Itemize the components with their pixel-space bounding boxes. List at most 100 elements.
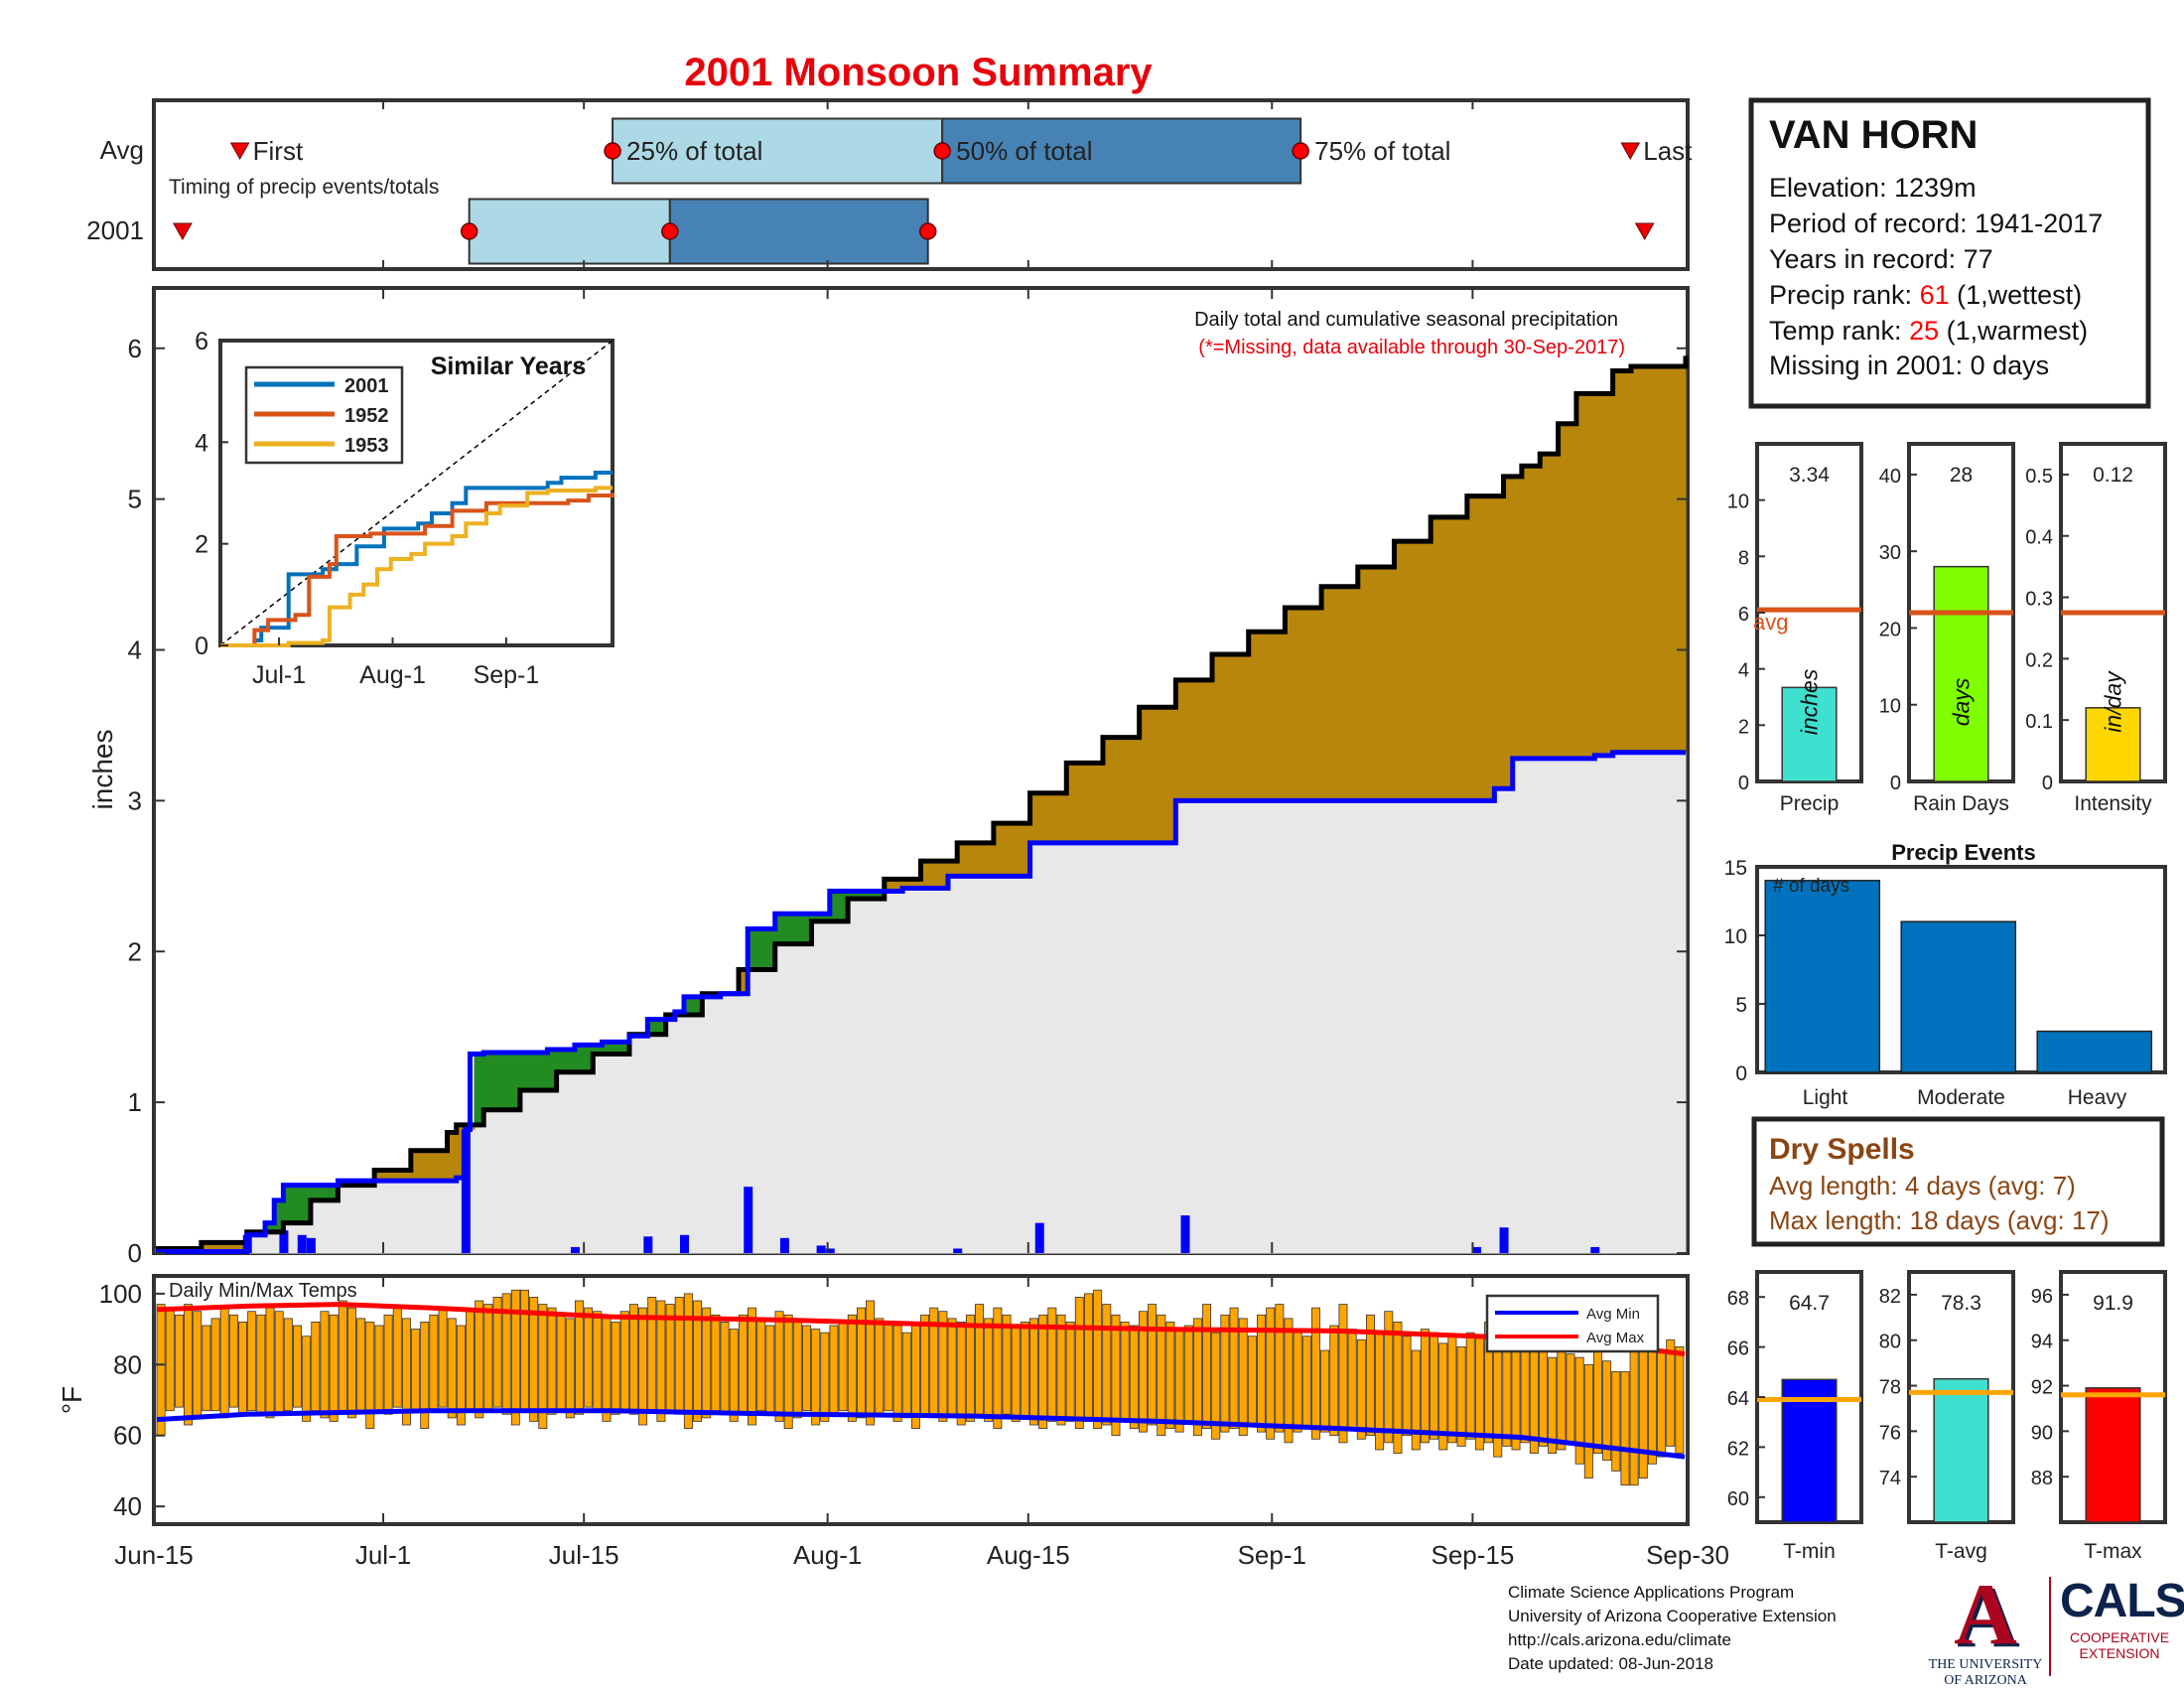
daily-temp-bar xyxy=(1411,1349,1421,1451)
daily-temp-bar xyxy=(1284,1318,1294,1444)
daily-temp-bar xyxy=(1038,1314,1048,1429)
tavg-ytick-label: 74 xyxy=(1879,1468,1901,1489)
rain-days-title: Rain Days xyxy=(1913,792,2009,815)
x-tick-label: Sep-1 xyxy=(1238,1540,1306,1570)
tavg-title: T-avg xyxy=(1935,1540,1987,1563)
daily-temp-bar xyxy=(1329,1325,1339,1437)
daily-temp-bar xyxy=(593,1311,603,1412)
label-first: First xyxy=(253,136,304,166)
daily-precip-bar xyxy=(1590,1246,1600,1253)
daily-temp-bar xyxy=(975,1304,985,1419)
precip-rank-label: Precip rank: xyxy=(1769,280,1920,310)
tmin-ytick-label: 60 xyxy=(1727,1488,1749,1510)
precip-avg-label: avg xyxy=(1753,610,1788,634)
daily-temp-bar xyxy=(228,1314,238,1408)
x-tick-label: Aug-1 xyxy=(793,1540,862,1570)
daily-temp-bar xyxy=(219,1307,229,1419)
daily-temp-bar xyxy=(748,1307,757,1426)
avg-marker-p25 xyxy=(604,142,621,160)
station-info-box xyxy=(1748,97,2151,409)
daily-temp-bar xyxy=(638,1307,648,1426)
cals-line2: EXTENSION xyxy=(2079,1645,2160,1661)
precip-bar xyxy=(1781,686,1838,782)
ua-logo-line1: THE UNIVERSITY xyxy=(1928,1657,2043,1672)
daily-temp-bar xyxy=(1111,1314,1121,1437)
inset-ytick-label: 6 xyxy=(195,328,208,355)
intensity-unit-label: in/day xyxy=(2101,670,2126,733)
daily-temp-bar xyxy=(783,1314,793,1429)
daily-precip-bar xyxy=(1180,1215,1190,1253)
tmax-bar xyxy=(2085,1387,2141,1523)
daily-precip-bar xyxy=(953,1248,963,1253)
daily-temp-bar xyxy=(1174,1329,1184,1433)
daily-temp-bar xyxy=(247,1311,257,1412)
label-50pct: 50% of total xyxy=(956,136,1092,166)
daily-temp-bar xyxy=(1074,1297,1084,1429)
daily-temp-bar xyxy=(856,1307,866,1419)
tmin-ytick-label: 68 xyxy=(1727,1288,1749,1310)
daily-temp-bar xyxy=(920,1314,930,1415)
precip-title: Precip xyxy=(1780,792,1840,815)
precip-ytick-label: 6 xyxy=(1738,604,1749,626)
tmax-ytick-label: 94 xyxy=(2031,1332,2053,1353)
precip-panel-subtitle: (*=Missing, data available through 30-Se… xyxy=(1198,337,1625,358)
daily-temp-bar xyxy=(584,1307,594,1408)
daily-temp-bar xyxy=(1666,1338,1676,1447)
daily-precip-bar xyxy=(1034,1222,1044,1253)
precip-ytick-label: 5 xyxy=(128,485,142,514)
year-marker-p75 xyxy=(918,222,937,240)
daily-temp-bar xyxy=(1275,1304,1285,1433)
daily-temp-bar xyxy=(210,1318,220,1412)
daily-temp-bar xyxy=(1557,1342,1567,1451)
daily-precip-bar xyxy=(1472,1246,1482,1253)
intensity-ytick-label: 0 xyxy=(2042,773,2053,794)
daily-temp-bar xyxy=(420,1322,430,1429)
daily-temp-bar xyxy=(193,1311,203,1419)
rain-days-bar xyxy=(1933,565,1989,782)
daily-temp-bar xyxy=(346,1307,356,1419)
daily-temp-bar xyxy=(1338,1304,1348,1444)
daily-precip-bar xyxy=(779,1237,789,1253)
daily-temp-bar xyxy=(811,1329,821,1426)
daily-temp-bar xyxy=(602,1314,612,1422)
intensity-ytick-label: 0.5 xyxy=(2025,466,2053,488)
year-marker-p25 xyxy=(460,222,478,240)
precip-ytick-label: 2 xyxy=(128,936,142,966)
daily-temp-bar xyxy=(1511,1342,1521,1451)
tmax-ytick-label: 92 xyxy=(2031,1377,2053,1399)
precip-ytick-label: 10 xyxy=(1727,492,1749,513)
daily-temp-bar xyxy=(1438,1342,1448,1451)
daily-temp-bar xyxy=(1083,1293,1093,1422)
inset-legend-label: 2001 xyxy=(344,375,389,397)
inset-series-line-2001 xyxy=(220,471,613,647)
temp-rank-label: Temp rank: xyxy=(1769,316,1909,346)
precip-panel-title: Daily total and cumulative seasonal prec… xyxy=(1194,309,1618,331)
daily-temp-bar xyxy=(320,1311,330,1419)
footer-credits: Climate Science Applications Program Uni… xyxy=(1508,1581,1837,1676)
daily-temp-bar xyxy=(1566,1353,1575,1444)
daily-temp-bar xyxy=(202,1325,211,1412)
tavg-ytick-label: 78 xyxy=(1879,1377,1901,1399)
events-ytick-label: 10 xyxy=(1724,925,1747,948)
inset-reference-line xyxy=(219,340,614,646)
year-triangle-last xyxy=(1634,222,1655,241)
daily-temp-bar xyxy=(311,1322,321,1412)
daily-temp-bar xyxy=(702,1307,712,1419)
daily-temp-bar xyxy=(756,1318,766,1412)
daily-temp-bar xyxy=(1583,1363,1593,1478)
inset-legend-label: 1952 xyxy=(344,405,389,427)
daily-temp-bar xyxy=(401,1318,411,1426)
daily-temp-bar xyxy=(1465,1332,1475,1440)
precip-ytick-label: 1 xyxy=(128,1087,142,1117)
temp-rank-line: Temp rank: 25 (1,warmest) xyxy=(1769,316,2088,346)
temp-ytick-label: 80 xyxy=(113,1349,142,1379)
daily-temp-bar xyxy=(184,1304,194,1426)
tmin-ytick-label: 62 xyxy=(1727,1438,1749,1460)
daily-temp-bar xyxy=(302,1336,312,1422)
footer-url[interactable]: http://cals.arizona.edu/climate xyxy=(1508,1630,1731,1649)
daily-temp-bar xyxy=(520,1289,529,1412)
precip-ytick-label: 0 xyxy=(1738,773,1749,794)
daily-precip-bar xyxy=(643,1236,653,1253)
inset-series-line-1952 xyxy=(220,493,614,647)
inset-xtick-label: Sep-1 xyxy=(474,661,540,689)
